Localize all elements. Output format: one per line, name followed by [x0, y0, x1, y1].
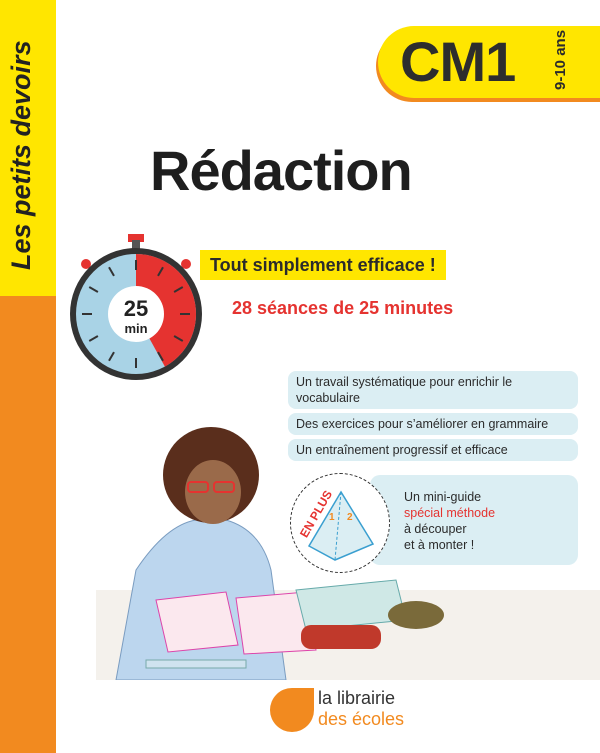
subtitle: 28 séances de 25 minutes [232, 298, 454, 318]
publisher-line-2: des écoles [318, 709, 405, 729]
tick-mark [157, 266, 164, 277]
book-title: Rédaction [150, 139, 413, 202]
feature-3: Un entraînement progressif et efficace [288, 439, 578, 461]
tick-mark [173, 335, 184, 342]
child-writing-illustration [96, 427, 600, 680]
publisher-line-1: la librairie [318, 688, 396, 708]
tick-mark [88, 286, 99, 293]
tick-mark [88, 335, 99, 342]
timer-unit: min [124, 321, 147, 336]
bonus-text: Un mini-guide spécial méthode à découper… [404, 489, 495, 553]
tick-mark [108, 266, 115, 277]
elapsed-sector [136, 254, 197, 367]
feature-1: Un travail systématique pour enrichir le… [288, 371, 578, 409]
pyramid-label-1: 1 [329, 512, 335, 523]
tick-mark [173, 286, 184, 293]
bonus-highlight: spécial méthode [404, 506, 496, 520]
pyramid-label-2: 2 [347, 512, 353, 523]
bonus-line-4: et à monter ! [404, 538, 475, 552]
cut-out-disc: 1 2 [290, 473, 390, 573]
tick-mark [108, 351, 115, 362]
yellow-band [0, 0, 56, 296]
tagline: Tout simplement efficace ! [200, 250, 446, 280]
tick-mark [157, 351, 164, 362]
feature-2: Des exercices pour s’améliorer en gramma… [288, 413, 578, 435]
age-range: 9-10 ans [552, 29, 569, 90]
timer-minutes: 25 [124, 296, 148, 321]
bonus-line-1: Un mini-guide [404, 490, 482, 504]
series-name: Les petits devoirs [6, 40, 36, 270]
grade: CM1 [400, 30, 516, 93]
pyramid-icon: 1 2 [307, 490, 375, 561]
publisher-logo-icon [270, 688, 314, 732]
publisher-name: la librairie des écoles [318, 688, 404, 730]
stopwatch-icon: 25 min [70, 234, 202, 380]
features-column: Un travail systématique pour enrichir le… [288, 371, 578, 573]
bonus-line-3: à découper [404, 522, 467, 536]
level-badge: CM1 9-10 ans [378, 26, 600, 98]
bonus-box [370, 475, 578, 565]
bonus-section: 1 2 EN PLUS Un mini-guide spécial méthod… [288, 473, 578, 573]
orange-band [0, 296, 56, 753]
